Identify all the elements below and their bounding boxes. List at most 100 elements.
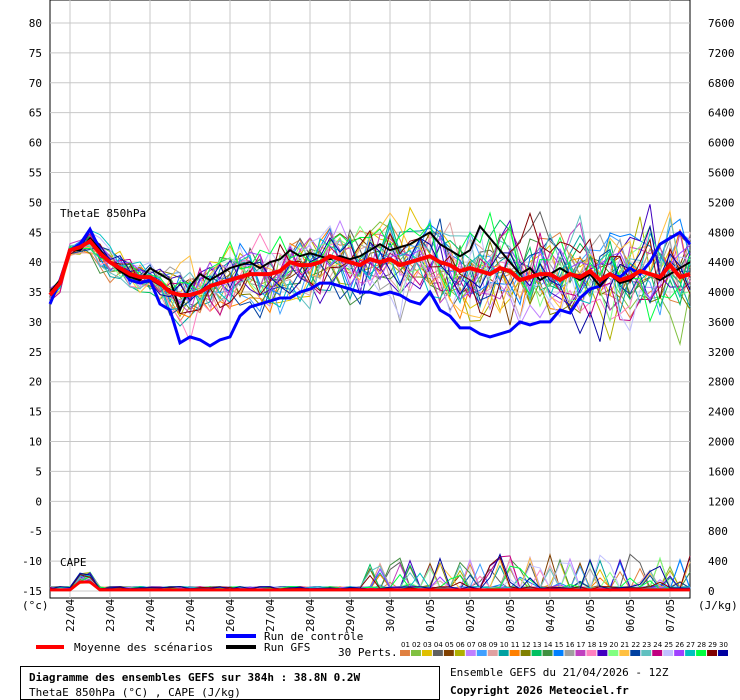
perturbation-swatch	[498, 650, 509, 656]
legend-mean-label: Moyenne des scénarios	[74, 641, 213, 654]
right-tick-label: 6400	[708, 107, 735, 120]
perturbation-swatch	[696, 650, 707, 656]
left-tick-label: 15	[29, 406, 42, 419]
right-axis-unit: (J/kg)	[698, 599, 738, 612]
right-tick-label: 2800	[708, 376, 735, 389]
x-tick-label: 04/05	[544, 599, 557, 632]
perturbation-swatch	[674, 650, 685, 656]
right-tick-label: 1200	[708, 495, 735, 508]
title-box: Diagramme des ensembles GEFS sur 384h : …	[20, 666, 440, 700]
perturbation-number: 03	[423, 641, 432, 649]
left-tick-label: -10	[22, 555, 42, 568]
perturbation-swatch	[454, 650, 465, 656]
perturbation-swatch	[685, 650, 696, 656]
perturbation-swatch	[575, 650, 586, 656]
perturbation-swatch	[487, 650, 498, 656]
perturbation-swatch	[476, 650, 487, 656]
perturbation-number: 04	[434, 641, 443, 649]
left-tick-label: 45	[29, 226, 42, 239]
x-tick-label: 07/05	[664, 599, 677, 632]
right-tick-label: 5600	[708, 166, 735, 179]
right-tick-label: 7600	[708, 17, 735, 30]
right-tick-label: 6800	[708, 77, 735, 90]
perturbation-swatch	[619, 650, 630, 656]
perturbation-swatch	[652, 650, 663, 656]
left-tick-label: 60	[29, 137, 42, 150]
perturbation-legend: 01 02 03 04 05 06 07 08 09 10 11 12 13 14 15 16 17 18 19 20…	[400, 641, 728, 656]
perturbation-number: 05	[445, 641, 454, 649]
gfs-line	[49, 224, 691, 313]
perturbation-number: 27	[686, 641, 695, 649]
perturbation-swatch	[443, 650, 454, 656]
right-tick-label: 2000	[708, 436, 735, 449]
left-axis-unit: (°c)	[22, 599, 49, 612]
x-tick-label: 01/05	[424, 599, 437, 632]
perturbation-number: 28	[697, 641, 706, 649]
perturbation-number: 09	[489, 641, 498, 649]
perturbation-number: 21	[620, 641, 629, 649]
perturbation-number: 18	[587, 641, 596, 649]
perturbation-number: 13	[533, 641, 542, 649]
perturbation-number: 20	[609, 641, 618, 649]
left-tick-label: 30	[29, 316, 42, 329]
perturbation-number: 02	[412, 641, 421, 649]
right-tick-label: 3600	[708, 316, 735, 329]
legend-gfs-label: Run GFS	[264, 641, 310, 654]
x-tick-label: 06/05	[624, 599, 637, 632]
left-tick-label: 65	[29, 107, 42, 120]
cape-panel-label: CAPE	[60, 556, 87, 569]
cape-mean-line	[50, 580, 690, 592]
perturbation-swatch	[718, 650, 728, 656]
right-tick-label: 400	[708, 555, 728, 568]
perturbation-swatch	[586, 650, 597, 656]
thetae-panel-label: ThetaE 850hPa	[60, 207, 146, 220]
perturbation-swatch	[400, 650, 410, 656]
perturbation-number: 22	[631, 641, 640, 649]
left-tick-label: 25	[29, 346, 42, 359]
left-tick-label: -15	[22, 585, 42, 598]
right-axis-ticks: 0 400 800 1200 1600 2000 2400 2800 3200 3600 4000 4…	[708, 17, 735, 598]
right-tick-label: 4800	[708, 226, 735, 239]
right-tick-label: 4400	[708, 256, 735, 269]
perturbation-swatch	[608, 650, 619, 656]
perturbation-number: 06	[456, 641, 465, 649]
x-tick-label: 05/05	[584, 599, 597, 632]
perturbation-number: 25	[664, 641, 673, 649]
x-tick-label: 30/04	[384, 599, 397, 632]
x-tick-label: 28/04	[304, 599, 317, 632]
chart-title: Diagramme des ensembles GEFS sur 384h : …	[29, 671, 361, 684]
perturbation-number: 12	[522, 641, 531, 649]
perturbation-number: 10	[500, 641, 509, 649]
perturbation-number: 19	[598, 641, 607, 649]
perturbation-swatch	[707, 650, 718, 656]
perturbation-number: 29	[708, 641, 717, 649]
perturbation-line	[49, 204, 691, 306]
perturbation-swatch	[465, 650, 476, 656]
left-tick-label: -5	[29, 525, 42, 538]
perturbation-swatch	[531, 650, 542, 656]
x-tick-label: 24/04	[144, 599, 157, 632]
left-axis-ticks: -15 -10 -5 0 5 10 15 20 25 30 35 40 45 50 55 60 65 70 75 80	[22, 17, 42, 598]
left-tick-label: 10	[29, 436, 42, 449]
perturbation-number: 26	[675, 641, 684, 649]
left-tick-label: 50	[29, 196, 42, 209]
left-tick-label: 40	[29, 256, 42, 269]
right-tick-label: 7200	[708, 47, 735, 60]
right-tick-label: 5200	[708, 196, 735, 209]
perturbation-line	[49, 211, 691, 318]
perturbation-line	[49, 227, 691, 327]
perturbation-swatch	[641, 650, 652, 656]
perturbation-number: 07	[467, 641, 476, 649]
x-tick-label: 25/04	[184, 599, 197, 632]
right-tick-label: 4000	[708, 286, 735, 299]
left-tick-label: 80	[29, 17, 42, 30]
perturbation-swatch	[509, 650, 520, 656]
copyright: Copyright 2026 Meteociel.fr	[450, 684, 629, 697]
perturbation-line	[49, 225, 691, 322]
left-tick-label: 0	[35, 495, 42, 508]
perturbations-label: 30 Perts.	[338, 646, 398, 659]
plot-area	[49, 0, 691, 599]
perturbation-number: 23	[642, 641, 651, 649]
perturbation-number: 16	[566, 641, 575, 649]
